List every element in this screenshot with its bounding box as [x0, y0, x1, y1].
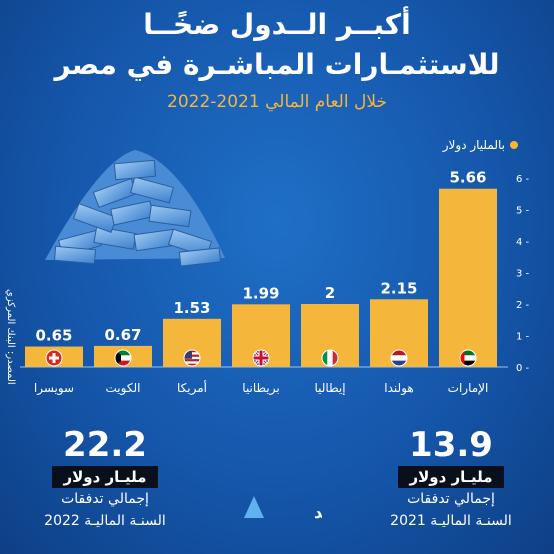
- y-tick-label: 6 -: [516, 174, 530, 185]
- bar: [439, 188, 497, 367]
- data-label: 1.99: [242, 284, 279, 302]
- y-tick-label: 5 -: [516, 206, 530, 217]
- total-fy2022-unit: مليـار دولار: [51, 466, 159, 488]
- usa-flag-icon: [183, 349, 201, 367]
- italy-flag-icon: [321, 349, 339, 367]
- y-tick-label: 4 -: [516, 237, 530, 248]
- data-label: 2.15: [380, 279, 417, 297]
- total-fy2021-line1: إجمالي تدفقات: [407, 491, 495, 507]
- data-label: 1.53: [173, 299, 210, 317]
- subtitle: خلال العام المالي 2021-2022: [167, 92, 387, 112]
- source-note: المصدر: البنك المركزي: [5, 289, 16, 385]
- category-label: إيطاليا: [314, 381, 345, 395]
- category-label: هولندا: [384, 381, 413, 396]
- data-label: 2: [325, 284, 335, 302]
- category-label: أمريكا: [177, 380, 207, 396]
- legend-marker: [510, 141, 518, 149]
- y-tick-label: 3 -: [516, 269, 530, 280]
- data-label: 5.66: [449, 169, 486, 187]
- category-label: الإمارات: [448, 381, 489, 396]
- total-fy2021-value: 13.9: [409, 425, 493, 465]
- data-label: 0.65: [35, 327, 72, 345]
- uk-flag-icon: [252, 349, 270, 367]
- total-fy2021-line2: السنـة الماليـة 2021: [390, 513, 512, 529]
- logo: أموال الغد: [244, 496, 322, 522]
- legend: بالمليار دولار: [443, 138, 518, 152]
- money-pile-illustration: [45, 150, 225, 267]
- swiss-flag-icon: [45, 349, 63, 367]
- total-fy2022-value: 22.2: [63, 425, 147, 465]
- uae-flag-icon: [459, 349, 477, 367]
- total-fy2022-line1: إجمالي تدفقات: [61, 491, 149, 507]
- logo-mark: [244, 496, 264, 518]
- data-label: 0.67: [104, 326, 141, 344]
- y-tick-label: 2 -: [516, 300, 530, 311]
- total-fy2021-unit: مليـار دولار: [397, 466, 505, 488]
- total-fy2021: 13.9 مليـار دولار إجمالي تدفقات السنـة ا…: [376, 426, 526, 532]
- y-tick-label: 1 -: [516, 332, 530, 343]
- category-label: بريطانيا: [242, 381, 279, 396]
- category-label: الكويت: [106, 381, 141, 396]
- title-line-1: أكبــر الــدول ضخًــا: [143, 8, 411, 41]
- title-line-2: للاستثمـارات المباشـرة في مصر: [54, 48, 500, 81]
- total-fy2022: 22.2 مليـار دولار إجمالي تدفقات السنـة ا…: [30, 426, 180, 532]
- total-fy2022-line2: السنـة الماليـة 2022: [44, 513, 166, 529]
- y-tick-label: 0 -: [516, 363, 530, 374]
- category-label: سويسرا: [34, 381, 74, 396]
- legend-label: بالمليار دولار: [442, 138, 505, 152]
- netherlands-flag-icon: [390, 349, 408, 367]
- logo-text: أموال الغد: [314, 502, 322, 522]
- kuwait-flag-icon: [114, 349, 132, 367]
